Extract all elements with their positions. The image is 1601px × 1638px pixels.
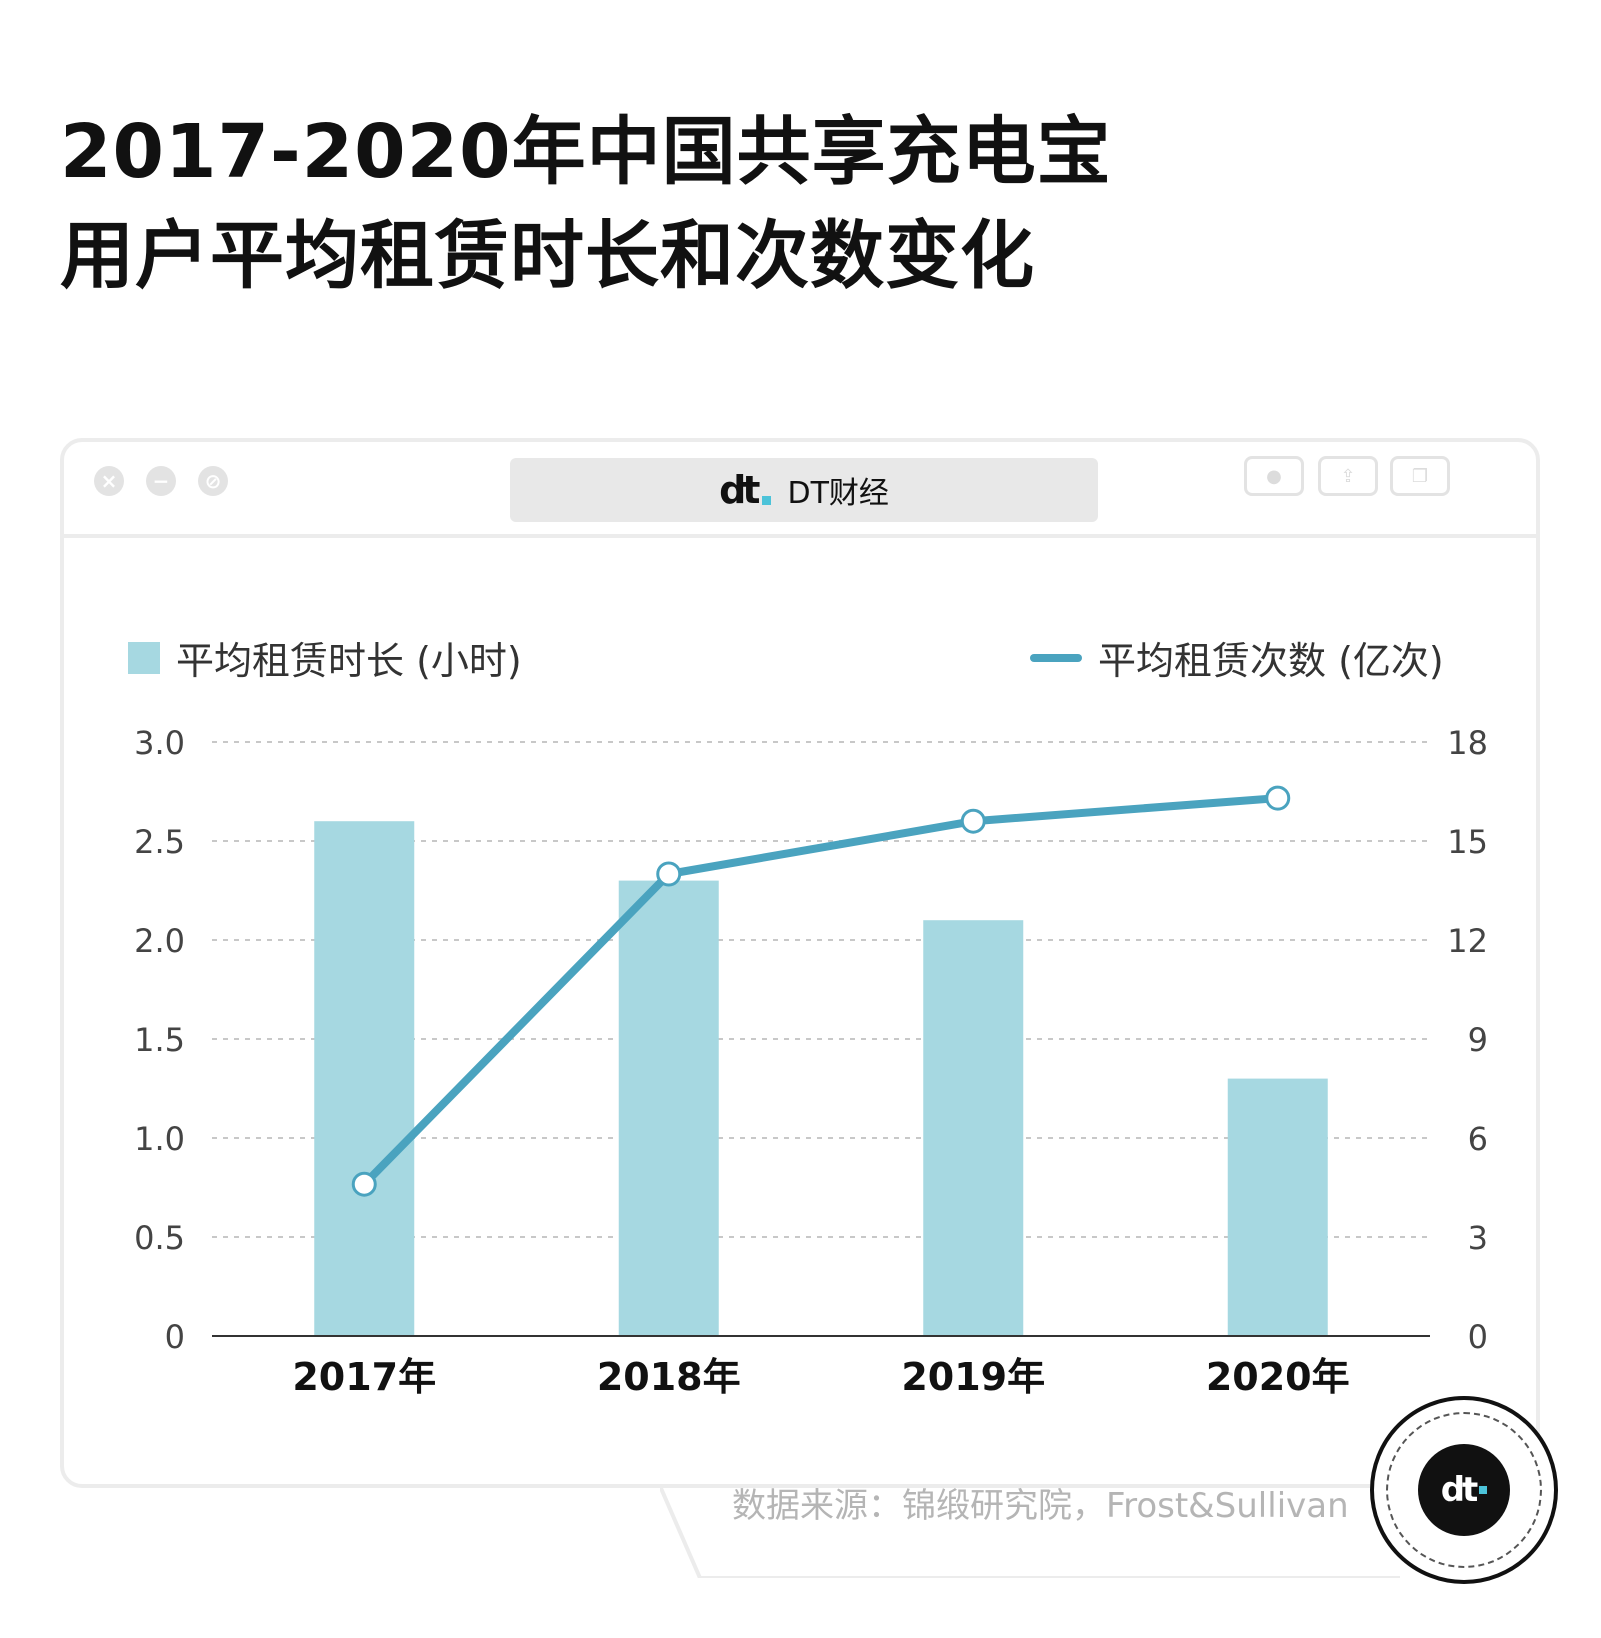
x-tick-label: 2019年 [901,1355,1045,1399]
line-point [351,1171,377,1197]
y-right-tick-label: 6 [1468,1120,1488,1158]
page-title: 2017-2020年中国共享充电宝 用户平均租赁时长和次数变化 [60,100,1112,308]
line-point [960,808,986,834]
legend-bar-swatch [128,641,160,674]
window-titlebar: × − ⊘ dt DT财经 ● ⇪ ❐ [64,442,1536,538]
line-point [656,861,682,887]
legend-line-swatch [1030,653,1082,662]
x-tick-label: 2020年 [1206,1355,1350,1399]
bar-series [314,821,1328,1336]
title-line-2: 用户平均租赁时长和次数变化 [60,213,1035,299]
line-path [360,794,1282,1189]
title-line-1: 2017-2020年中国共享充电宝 [60,109,1112,195]
y-left-tick-label: 2.5 [134,823,185,861]
minimize-icon[interactable]: − [146,466,176,496]
y-left-tick-label: 1.5 [134,1021,185,1059]
y-right-tick-label: 15 [1447,823,1488,861]
y-right-tick-label: 9 [1468,1021,1488,1059]
dt-badge-logo-icon: dt [1418,1444,1510,1536]
x-tick-label: 2018年 [597,1355,741,1399]
line-point [1265,785,1291,811]
dt-badge: dt [1370,1396,1558,1584]
record-icon[interactable]: ● [1244,456,1304,496]
copy-icon[interactable]: ❐ [1390,456,1450,496]
close-icon[interactable]: × [94,466,124,496]
y-left-tick-label: 0.5 [134,1219,185,1257]
y-right-tick-label: 12 [1447,922,1488,960]
x-tick-label: 2017年 [292,1355,436,1399]
line-series [351,785,1291,1197]
y-right-tick-label: 0 [1468,1318,1488,1356]
legend-bar: 平均租赁时长 (小时) [128,630,522,685]
bar [1227,1078,1328,1336]
dt-logo-icon: dt [719,468,772,512]
legend-line: 平均租赁次数 (亿次) [1030,630,1444,685]
source-note: 数据来源：锦缎研究院，Frost&Sullivan [732,1486,1349,1526]
address-text: DT财经 [787,476,889,511]
legend-bar-label: 平均租赁时长 (小时) [176,639,522,683]
bar [618,880,719,1336]
address-bar[interactable]: dt DT财经 [510,458,1098,522]
y-right-tick-label: 18 [1447,724,1488,762]
legend-line-label: 平均租赁次数 (亿次) [1098,639,1444,683]
bar [314,821,415,1336]
y-left-tick-label: 1.0 [134,1120,185,1158]
axes: 0 0 0.5 3 1.0 6 1.5 9 2.0 12 2.5 15 3.0 18 2017年 2018年 2… [134,724,1488,1399]
source-tab [660,1486,1400,1578]
block-icon[interactable]: ⊘ [198,466,228,496]
bar [923,920,1024,1336]
y-left-tick-label: 3.0 [134,724,185,762]
y-left-tick-label: 2.0 [134,922,185,960]
y-right-tick-label: 3 [1468,1219,1488,1257]
share-icon[interactable]: ⇪ [1318,456,1378,496]
y-left-tick-label: 0 [165,1318,185,1356]
